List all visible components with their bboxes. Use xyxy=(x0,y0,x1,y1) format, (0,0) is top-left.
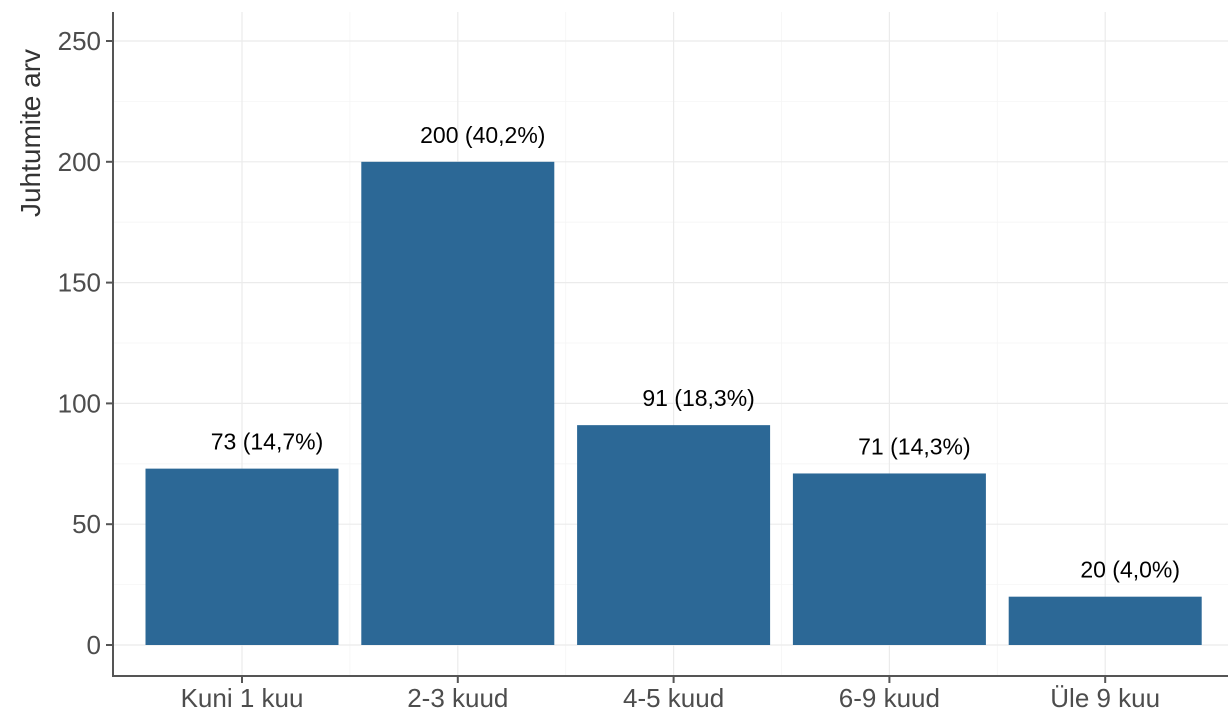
y-tick-label: 100 xyxy=(58,388,101,418)
y-tick-label: 150 xyxy=(58,268,101,298)
x-tick-label: 2-3 kuud xyxy=(407,683,508,713)
bar-data-label: 73 (14,7%) xyxy=(211,429,324,455)
bar xyxy=(145,468,339,645)
y-tick-label: 250 xyxy=(58,26,101,56)
bars xyxy=(145,161,1202,646)
x-tick-label: 6-9 kuud xyxy=(839,683,940,713)
x-ticks: Kuni 1 kuu 2-3 kuud 4-5 kuud 6-9 kuud Üle 9 … xyxy=(181,676,1160,713)
axes xyxy=(112,12,1228,677)
bar xyxy=(792,473,986,645)
y-tick-label: 50 xyxy=(72,509,101,539)
y-ticks: 0 50 100 150 200 250 xyxy=(58,26,113,660)
y-tick-label: 200 xyxy=(58,147,101,177)
data-labels: 73 (14,7%) 200 (40,2%) 91 (18,3%) 71 (14,3%… xyxy=(211,122,1180,583)
x-tick-label: 4-5 kuud xyxy=(623,683,724,713)
bar-data-label: 200 (40,2%) xyxy=(420,122,545,148)
y-axis-title: Juhtumite arv xyxy=(15,49,46,217)
bar xyxy=(361,161,555,646)
x-tick-label: Kuni 1 kuu xyxy=(181,683,304,713)
bar-data-label: 71 (14,3%) xyxy=(858,433,971,459)
y-tick-label: 0 xyxy=(87,630,101,660)
bar-data-label: 20 (4,0%) xyxy=(1080,557,1180,583)
x-tick-label: Üle 9 kuu xyxy=(1050,683,1160,713)
bar-data-label: 91 (18,3%) xyxy=(642,385,755,411)
bar xyxy=(1008,596,1202,645)
bar xyxy=(577,425,771,645)
